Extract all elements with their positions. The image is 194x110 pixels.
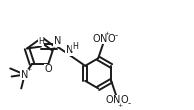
Text: H: H bbox=[38, 37, 44, 46]
Text: -: - bbox=[114, 31, 118, 40]
Text: N: N bbox=[21, 70, 28, 80]
Text: N: N bbox=[113, 95, 121, 105]
Text: +: + bbox=[105, 31, 110, 36]
Text: N: N bbox=[66, 45, 74, 55]
Text: N: N bbox=[54, 36, 61, 46]
Text: N: N bbox=[100, 34, 108, 44]
Text: +: + bbox=[118, 103, 123, 108]
Text: +: + bbox=[26, 67, 32, 72]
Text: O: O bbox=[120, 95, 128, 105]
Text: O: O bbox=[106, 95, 113, 105]
Text: O: O bbox=[92, 34, 100, 44]
Text: O: O bbox=[45, 64, 53, 74]
Text: O: O bbox=[107, 34, 115, 44]
Text: -: - bbox=[127, 99, 131, 108]
Text: H: H bbox=[72, 42, 78, 51]
